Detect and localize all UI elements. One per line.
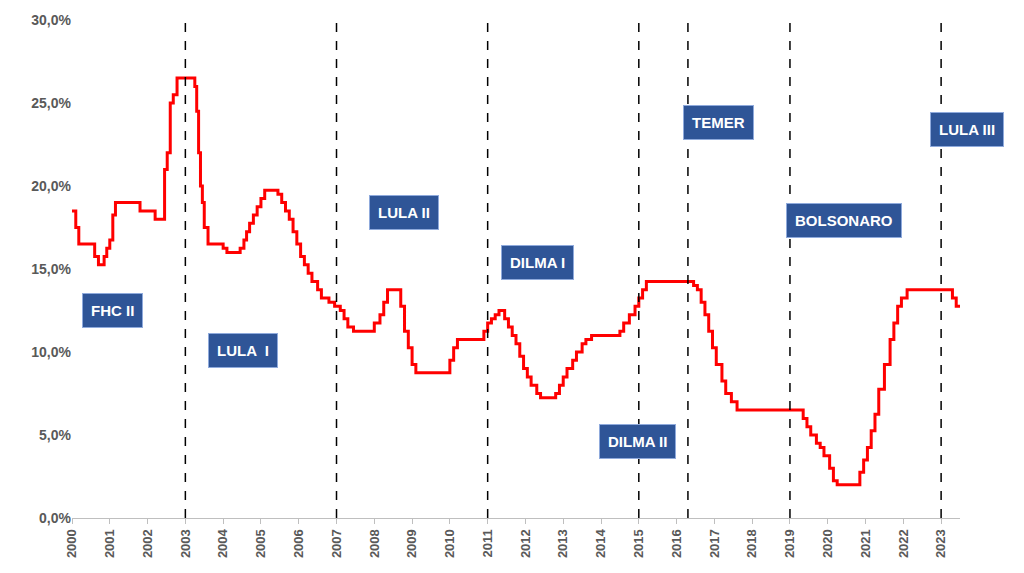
svg-text:2004: 2004 xyxy=(215,528,230,558)
svg-text:2002: 2002 xyxy=(140,529,155,558)
svg-text:10,0%: 10,0% xyxy=(31,344,71,360)
svg-text:2003: 2003 xyxy=(178,529,193,558)
svg-text:2000: 2000 xyxy=(64,529,79,558)
svg-text:2012: 2012 xyxy=(518,529,533,558)
svg-text:2021: 2021 xyxy=(858,529,873,558)
svg-text:BOLSONARO: BOLSONARO xyxy=(795,212,893,229)
svg-text:0,0%: 0,0% xyxy=(39,510,71,526)
svg-text:30,0%: 30,0% xyxy=(31,12,71,28)
svg-text:LULA II: LULA II xyxy=(378,204,430,221)
svg-text:2007: 2007 xyxy=(329,529,344,558)
svg-text:25,0%: 25,0% xyxy=(31,95,71,111)
svg-text:2022: 2022 xyxy=(896,529,911,558)
svg-text:2020: 2020 xyxy=(820,529,835,558)
svg-text:2015: 2015 xyxy=(631,529,646,558)
svg-text:5,0%: 5,0% xyxy=(39,427,71,443)
svg-text:2019: 2019 xyxy=(782,529,797,558)
svg-text:2013: 2013 xyxy=(555,529,570,558)
svg-text:2014: 2014 xyxy=(593,528,608,558)
svg-text:20,0%: 20,0% xyxy=(31,178,71,194)
svg-text:TEMER: TEMER xyxy=(692,114,745,131)
svg-text:2011: 2011 xyxy=(480,529,495,557)
svg-text:2008: 2008 xyxy=(367,529,382,558)
svg-text:DILMA I: DILMA I xyxy=(510,254,565,271)
svg-text:2023: 2023 xyxy=(933,529,948,558)
svg-text:DILMA II: DILMA II xyxy=(608,433,667,450)
svg-text:2009: 2009 xyxy=(404,529,419,558)
svg-text:15,0%: 15,0% xyxy=(31,261,71,277)
svg-text:2010: 2010 xyxy=(442,529,457,558)
svg-text:2005: 2005 xyxy=(253,529,268,558)
svg-text:2006: 2006 xyxy=(291,529,306,558)
svg-text:2001: 2001 xyxy=(102,529,117,558)
svg-text:LULA III: LULA III xyxy=(939,121,995,138)
svg-text:2017: 2017 xyxy=(707,529,722,558)
svg-text:FHC II: FHC II xyxy=(91,302,134,319)
svg-text:2018: 2018 xyxy=(744,529,759,558)
svg-text:2016: 2016 xyxy=(669,529,684,558)
svg-text:LULA I: LULA I xyxy=(217,342,269,359)
